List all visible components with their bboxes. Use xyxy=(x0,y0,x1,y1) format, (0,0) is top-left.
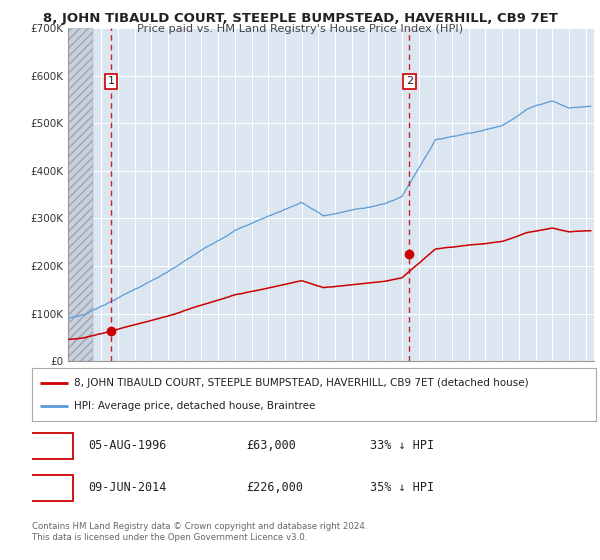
Text: 8, JOHN TIBAULD COURT, STEEPLE BUMPSTEAD, HAVERHILL, CB9 7ET (detached house): 8, JOHN TIBAULD COURT, STEEPLE BUMPSTEAD… xyxy=(74,378,529,388)
FancyBboxPatch shape xyxy=(29,433,73,459)
Text: £63,000: £63,000 xyxy=(246,439,296,452)
Bar xyxy=(68,28,93,361)
FancyBboxPatch shape xyxy=(29,475,73,501)
Text: 35% ↓ HPI: 35% ↓ HPI xyxy=(370,481,434,494)
Text: 2: 2 xyxy=(406,76,413,86)
Text: £226,000: £226,000 xyxy=(246,481,303,494)
Text: 33% ↓ HPI: 33% ↓ HPI xyxy=(370,439,434,452)
Text: 09-JUN-2014: 09-JUN-2014 xyxy=(88,481,167,494)
Text: 05-AUG-1996: 05-AUG-1996 xyxy=(88,439,167,452)
Text: Contains HM Land Registry data © Crown copyright and database right 2024.: Contains HM Land Registry data © Crown c… xyxy=(32,522,367,531)
Text: Price paid vs. HM Land Registry's House Price Index (HPI): Price paid vs. HM Land Registry's House … xyxy=(137,24,463,34)
Text: 8, JOHN TIBAULD COURT, STEEPLE BUMPSTEAD, HAVERHILL, CB9 7ET: 8, JOHN TIBAULD COURT, STEEPLE BUMPSTEAD… xyxy=(43,12,557,25)
Text: This data is licensed under the Open Government Licence v3.0.: This data is licensed under the Open Gov… xyxy=(32,533,307,542)
Bar xyxy=(68,28,93,361)
Text: 1: 1 xyxy=(107,76,115,86)
Text: HPI: Average price, detached house, Braintree: HPI: Average price, detached house, Brai… xyxy=(74,401,316,411)
Text: 1: 1 xyxy=(47,439,55,452)
Text: 2: 2 xyxy=(47,481,55,494)
